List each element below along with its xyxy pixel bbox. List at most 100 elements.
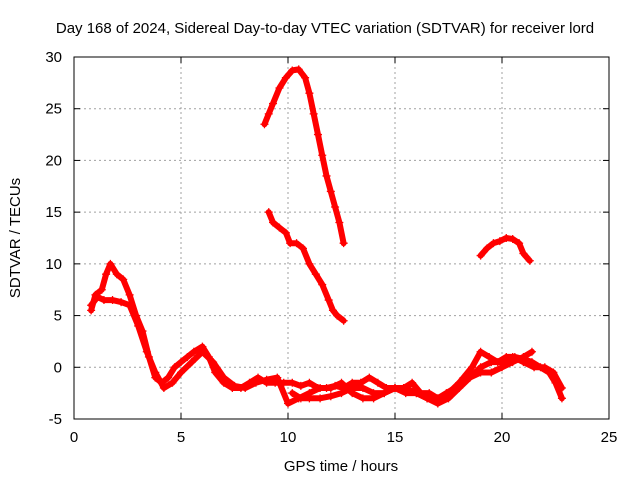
data-point (465, 373, 474, 382)
x-axis-label: GPS time / hours (284, 458, 398, 475)
data-point (549, 368, 558, 377)
data-point (339, 239, 348, 248)
data-point (412, 389, 421, 398)
series-track-6 (476, 234, 534, 265)
data-point (337, 378, 346, 387)
data-point (262, 375, 271, 384)
y-tick-label: 30 (45, 49, 62, 66)
data-point (337, 389, 346, 398)
data-point (305, 89, 314, 98)
data-point (322, 171, 331, 180)
data-point (119, 275, 128, 284)
data-point (476, 347, 485, 356)
data-point (275, 223, 284, 232)
data-point (525, 256, 534, 265)
data-point (219, 373, 228, 382)
y-tick-label: 25 (45, 101, 62, 118)
data-point (326, 383, 335, 392)
data-point (269, 218, 278, 227)
data-point (269, 99, 278, 108)
data-point (318, 280, 327, 289)
data-point (108, 296, 117, 305)
data-point (99, 296, 108, 305)
data-point (183, 352, 192, 361)
data-point (284, 399, 292, 408)
data-point (530, 363, 539, 372)
x-tick-label: 15 (387, 429, 404, 446)
data-point (311, 270, 320, 279)
plot-frame (73, 56, 610, 420)
data-point (87, 301, 96, 310)
data-point (305, 394, 314, 403)
data-point (273, 373, 282, 382)
y-tick-label: 0 (54, 359, 62, 376)
data-point (97, 285, 106, 294)
data-point (305, 259, 314, 268)
data-point (296, 381, 305, 390)
grid (74, 57, 609, 419)
series-line (88, 294, 565, 407)
data-point (151, 368, 160, 377)
x-tick-label: 0 (70, 429, 78, 446)
data-point (540, 363, 549, 372)
y-axis-label: SDTVAR / TECUs (7, 178, 24, 298)
data-point (408, 378, 417, 387)
data-point (487, 368, 496, 377)
data-point (164, 373, 173, 382)
data-point (187, 358, 196, 367)
data-point (498, 363, 506, 372)
data-point (502, 234, 511, 242)
data-point (519, 249, 528, 258)
series-line (261, 66, 347, 247)
data-point (348, 383, 357, 392)
data-point (527, 347, 536, 356)
series-layer (87, 65, 566, 408)
data-point (281, 73, 290, 82)
data-point (189, 347, 198, 356)
data-point (476, 368, 485, 377)
data-point (485, 352, 494, 361)
data-point (198, 347, 207, 356)
data-point (318, 151, 327, 160)
data-point (495, 237, 504, 246)
data-point (301, 73, 310, 82)
data-point (288, 66, 297, 75)
data-point (294, 65, 303, 74)
data-point (313, 130, 322, 139)
data-point (241, 383, 250, 392)
x-tick-label: 5 (177, 429, 185, 446)
data-point (125, 301, 134, 310)
y-tick-label: -5 (49, 411, 62, 428)
y-tick-label: 10 (45, 256, 62, 273)
data-point (508, 235, 517, 244)
data-point (339, 316, 348, 325)
data-point (401, 389, 410, 398)
data-point (358, 394, 367, 403)
data-point (316, 383, 325, 392)
data-point (264, 208, 273, 217)
data-point (433, 394, 442, 403)
series-line (477, 235, 533, 264)
data-point (557, 383, 566, 392)
data-point (177, 368, 185, 377)
data-point (209, 358, 218, 367)
data-point (159, 383, 168, 392)
data-point (483, 244, 492, 253)
data-point (264, 109, 273, 118)
data-point (476, 251, 485, 260)
data-point (260, 120, 269, 129)
data-point (487, 358, 496, 367)
data-point (369, 389, 378, 398)
data-point (296, 394, 305, 403)
data-point (168, 378, 177, 387)
data-point (305, 378, 314, 387)
data-point (515, 239, 524, 248)
series-track-5 (264, 208, 348, 325)
data-point (391, 383, 399, 392)
data-point (316, 394, 325, 403)
data-point (326, 187, 335, 196)
chart-title: Day 168 of 2024, Sidereal Day-to-day VTE… (56, 20, 594, 37)
data-point (275, 84, 284, 93)
y-tick-label: 20 (45, 152, 62, 169)
x-tick-label: 10 (280, 429, 297, 446)
